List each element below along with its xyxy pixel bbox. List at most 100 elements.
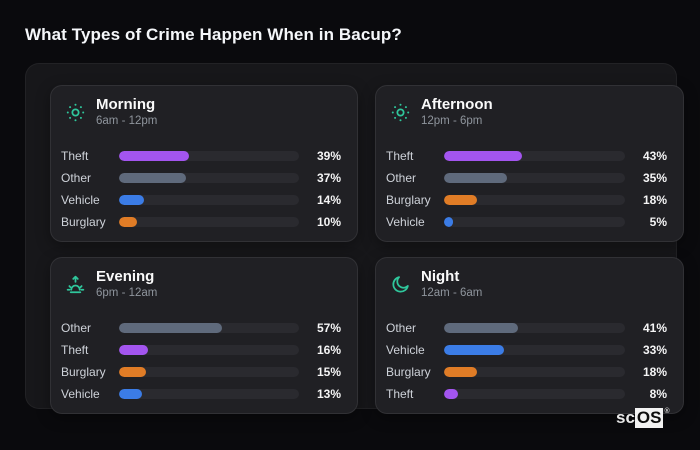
crime-row: Vehicle 33% xyxy=(386,339,667,361)
watermark-logo: sc OS ® xyxy=(616,408,670,428)
crime-percent: 43% xyxy=(642,149,667,163)
card-title: Afternoon xyxy=(421,95,493,113)
card-subtitle: 6pm - 12am xyxy=(96,287,158,300)
card-header: Night 12am - 6am xyxy=(386,266,667,302)
bar-list: Other 57% Theft 16% Burglary 15% Vehicle… xyxy=(61,317,341,405)
crime-label: Theft xyxy=(61,149,89,163)
bar-fill xyxy=(119,367,146,377)
card-header: Evening 6pm - 12am xyxy=(61,266,341,302)
card-titles: Evening 6pm - 12am xyxy=(96,267,158,300)
crime-row: Burglary 18% xyxy=(386,189,667,211)
crime-percent: 37% xyxy=(316,171,341,185)
bar-track xyxy=(119,367,299,377)
crime-row: Vehicle 5% xyxy=(386,211,667,233)
crime-row: Burglary 15% xyxy=(61,361,341,383)
crime-row: Vehicle 13% xyxy=(61,383,341,405)
crime-percent: 35% xyxy=(642,171,667,185)
crime-percent: 14% xyxy=(316,193,341,207)
bar-track xyxy=(444,323,625,333)
crime-percent: 15% xyxy=(316,365,341,379)
bar-track xyxy=(444,345,625,355)
bar-track xyxy=(119,173,299,183)
card-subtitle: 12am - 6am xyxy=(421,287,483,300)
bar-fill xyxy=(119,173,186,183)
crime-row: Burglary 18% xyxy=(386,361,667,383)
bar-fill xyxy=(119,389,143,399)
card-title: Night xyxy=(421,267,460,285)
bar-fill xyxy=(119,323,222,333)
crime-row: Theft 39% xyxy=(61,145,341,167)
bar-fill xyxy=(444,195,477,205)
crime-label: Other xyxy=(386,171,417,185)
bar-track xyxy=(444,217,625,227)
crime-label: Theft xyxy=(386,149,414,163)
bar-fill xyxy=(444,389,459,399)
card-evening: Evening 6pm - 12am Other 57% Theft 16% B… xyxy=(50,257,358,414)
crime-label: Vehicle xyxy=(386,343,425,357)
bar-track xyxy=(119,217,299,227)
crime-percent: 39% xyxy=(316,149,341,163)
watermark-brand: OS xyxy=(634,408,664,428)
crime-row: Other 57% xyxy=(61,317,341,339)
card-subtitle: 6am - 12pm xyxy=(96,115,158,128)
crime-percent: 5% xyxy=(649,215,667,229)
bar-list: Other 41% Vehicle 33% Burglary 18% Theft… xyxy=(386,317,667,405)
card-afternoon: Afternoon 12pm - 6pm Theft 43% Other 35%… xyxy=(375,85,684,242)
crime-label: Burglary xyxy=(61,365,106,379)
crime-percent: 8% xyxy=(649,387,667,401)
card-titles: Morning 6am - 12pm xyxy=(96,95,158,128)
crime-percent: 57% xyxy=(316,321,341,335)
crime-label: Other xyxy=(386,321,417,335)
bar-fill xyxy=(444,217,454,227)
crime-row: Theft 16% xyxy=(61,339,341,361)
crime-label: Vehicle xyxy=(386,215,425,229)
card-header: Morning 6am - 12pm xyxy=(61,94,341,130)
bar-fill xyxy=(119,345,148,355)
bar-track xyxy=(444,389,625,399)
bar-fill xyxy=(444,367,477,377)
sunset-arrow-icon xyxy=(64,273,86,295)
crime-row: Other 37% xyxy=(61,167,341,189)
bar-track xyxy=(119,195,299,205)
bar-fill xyxy=(444,345,504,355)
crime-label: Burglary xyxy=(386,193,431,207)
bar-track xyxy=(119,345,299,355)
crime-row: Theft 8% xyxy=(386,383,667,405)
bar-track xyxy=(444,367,625,377)
page-title: What Types of Crime Happen When in Bacup… xyxy=(25,25,402,44)
bar-list: Theft 43% Other 35% Burglary 18% Vehicle… xyxy=(386,145,667,233)
card-title: Evening xyxy=(96,267,155,285)
crime-label: Theft xyxy=(61,343,89,357)
crime-percent: 18% xyxy=(642,365,667,379)
bar-track xyxy=(444,195,625,205)
crime-label: Vehicle xyxy=(61,193,100,207)
bar-fill xyxy=(119,151,190,161)
crime-label: Burglary xyxy=(386,365,431,379)
watermark-prefix: sc xyxy=(616,408,635,427)
bar-fill xyxy=(444,323,519,333)
crime-row: Other 35% xyxy=(386,167,667,189)
bar-fill xyxy=(444,173,508,183)
crime-label: Other xyxy=(61,171,92,185)
crime-label: Other xyxy=(61,321,92,335)
crime-percent: 33% xyxy=(642,343,667,357)
crime-percent: 16% xyxy=(316,343,341,357)
bar-track xyxy=(119,151,299,161)
crime-percent: 18% xyxy=(642,193,667,207)
moon-icon xyxy=(389,273,411,295)
cards-grid: Morning 6am - 12pm Theft 39% Other 37% V… xyxy=(50,85,684,414)
card-title: Morning xyxy=(96,95,156,113)
bar-list: Theft 39% Other 37% Vehicle 14% Burglary… xyxy=(61,145,341,233)
registered-mark: ® xyxy=(664,408,670,415)
bar-track xyxy=(119,389,299,399)
crime-row: Vehicle 14% xyxy=(61,189,341,211)
crime-label: Burglary xyxy=(61,215,106,229)
crime-label: Theft xyxy=(386,387,414,401)
bar-fill xyxy=(119,217,137,227)
card-night: Night 12am - 6am Other 41% Vehicle 33% B… xyxy=(375,257,684,414)
sun-icon xyxy=(64,101,86,123)
bar-track xyxy=(444,173,625,183)
card-titles: Afternoon 12pm - 6pm xyxy=(421,95,493,127)
sun-icon xyxy=(389,101,411,123)
card-header: Afternoon 12pm - 6pm xyxy=(386,94,667,130)
